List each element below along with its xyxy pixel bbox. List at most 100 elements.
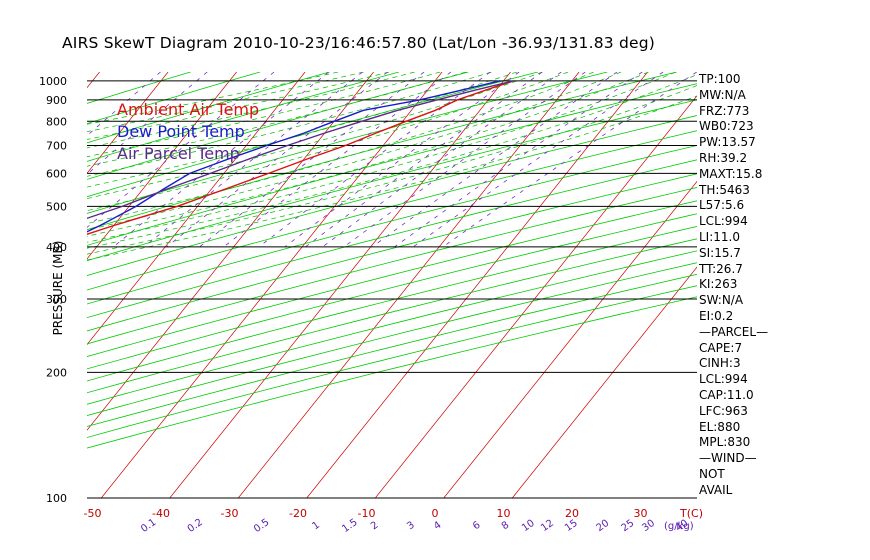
mixing-ratio-tick-label: 1 (310, 520, 322, 533)
bottom-temperature-tick-label: -50 (84, 507, 102, 520)
moist-adiabat-line (87, 72, 543, 199)
pressure-tick-label: 700 (46, 139, 67, 152)
mixing-ratio-tick-label: 25 (620, 518, 637, 534)
dry-adiabat-line (87, 187, 697, 345)
mixing-ratio-line (305, 72, 543, 248)
stat-line: MW:N/A (699, 87, 746, 102)
pressure-tick-label: 600 (46, 167, 67, 180)
stat-line: TT:26.7 (699, 261, 743, 276)
pressure-tick-label: 900 (46, 94, 67, 107)
stat-line: AVAIL (699, 482, 733, 497)
mixing-ratio-line (143, 72, 363, 248)
dry-adiabat-line (87, 72, 400, 162)
stat-line: TP:100 (699, 72, 741, 86)
mixing-ratio-line (87, 72, 275, 228)
isotherm-line (511, 266, 697, 498)
mixing-ratio-line (166, 72, 388, 248)
pressure-tick-label: 400 (46, 241, 67, 254)
dry-adiabat-line (87, 296, 697, 449)
stat-line: LFC:963 (699, 403, 748, 418)
stat-line: LCL:994 (699, 372, 748, 387)
stat-line: LCL:994 (699, 214, 748, 229)
stat-line: EI:0.2 (699, 308, 734, 323)
temperature-profile-line (87, 80, 515, 236)
moist-adiabat-line (87, 72, 649, 237)
bottom-temperature-tick-label: 20 (565, 507, 579, 520)
stat-line: MAXT:15.8 (699, 166, 763, 181)
stat-line: —PARCEL— (699, 324, 769, 339)
bottom-temperature-tick-label: -40 (152, 507, 170, 520)
legend-ambient-air-temp: Ambient Air Temp (117, 100, 260, 119)
isotherm-line (87, 72, 237, 260)
stat-line: NOT (699, 466, 725, 481)
mixing-ratio-tick-label: 30 (640, 518, 657, 534)
moist-adiabat-line (87, 85, 697, 255)
mixing-ratio-tick-label: 0.2 (186, 517, 205, 535)
moist-adiabat-line (87, 72, 492, 177)
stat-line: WB0:723 (699, 119, 754, 134)
mixing-ratio-tick-label: 3 (405, 520, 417, 533)
y-axis-label: PRESSURE (MB) (51, 240, 65, 336)
moist-adiabat-line (87, 72, 415, 149)
bottom-temperature-tick-label: -30 (221, 507, 239, 520)
mixing-ratio-line (412, 72, 664, 248)
mixing-ratio-line (113, 72, 329, 248)
isotherm-line (0, 72, 31, 498)
mixing-ratio-tick-label: 6 (471, 520, 483, 533)
dry-adiabat-line (87, 213, 697, 370)
legend-dew-point-temp: Dew Point Temp (117, 122, 245, 141)
isotherm-line (87, 72, 306, 346)
dry-adiabat-line (87, 250, 697, 405)
moist-adiabat-line (87, 74, 697, 249)
moist-adiabat-line (87, 72, 518, 188)
mixing-ratio-tick-label: 20 (595, 518, 612, 534)
isotherm-line (169, 72, 511, 498)
stat-line: CINH:3 (699, 356, 741, 371)
moist-adiabat-line (87, 72, 441, 158)
background-lines (0, 72, 697, 498)
dry-adiabat-line (87, 72, 330, 144)
mixing-ratio-line (284, 72, 520, 248)
mixing-ratio-line (372, 72, 618, 248)
mixing-ratio-line (322, 72, 562, 248)
stat-line: L57:5.6 (699, 198, 745, 213)
stat-line: EL:880 (699, 419, 741, 434)
mixing-ratio-tick-label: 10 (520, 518, 537, 534)
mixing-ratio-tick-label: 15 (563, 518, 580, 534)
mixing-ratio-line (87, 72, 208, 175)
pressure-tick-label: 200 (46, 366, 67, 379)
mixing-ratio-line (258, 72, 491, 248)
dry-adiabat-line (87, 72, 608, 214)
dry-adiabat-line (87, 273, 697, 427)
isotherm-line (374, 95, 697, 498)
stat-line: SI:15.7 (699, 245, 741, 260)
stat-line: TH:5463 (699, 182, 750, 197)
bottom-temperature-tick-label: 30 (634, 507, 648, 520)
stat-line: MPL:830 (699, 435, 751, 450)
isotherm-line (306, 72, 648, 498)
moist-adiabat-line (87, 72, 594, 224)
mixing-ratio-line (199, 72, 425, 248)
stats-panel: TP:100 MW:N/A FRZ:773 WB0:723 PW:13.57 RH:39.… (699, 72, 768, 499)
dry-adiabat-line (87, 145, 697, 305)
mixing-ratio-line (87, 72, 161, 137)
dry-adiabat-line (87, 200, 697, 357)
dry-adiabat-line (87, 72, 677, 231)
dry-adiabat-line (87, 72, 538, 198)
dry-adiabat-line (87, 226, 697, 382)
stat-line: CAPE:7 (699, 340, 743, 355)
stat-line: KI:263 (699, 277, 738, 292)
dry-adiabat-line (87, 173, 697, 332)
isotherm-line (237, 72, 580, 498)
dry-adiabat-line (87, 285, 697, 438)
bottom-temperature-tick-label: -20 (289, 507, 307, 520)
stat-line: SW:N/A (699, 293, 744, 308)
dry-adiabat-line (87, 130, 697, 291)
chart-title: AIRS SkewT Diagram 2010-10-23/16:46:57.8… (62, 34, 656, 52)
stat-line: PW:13.57 (699, 135, 756, 150)
dry-adiabat-line (87, 238, 697, 394)
parcel-profile-line (87, 80, 514, 220)
stat-line: LI:11.0 (699, 229, 740, 244)
pressure-tick-label: 800 (46, 115, 67, 128)
